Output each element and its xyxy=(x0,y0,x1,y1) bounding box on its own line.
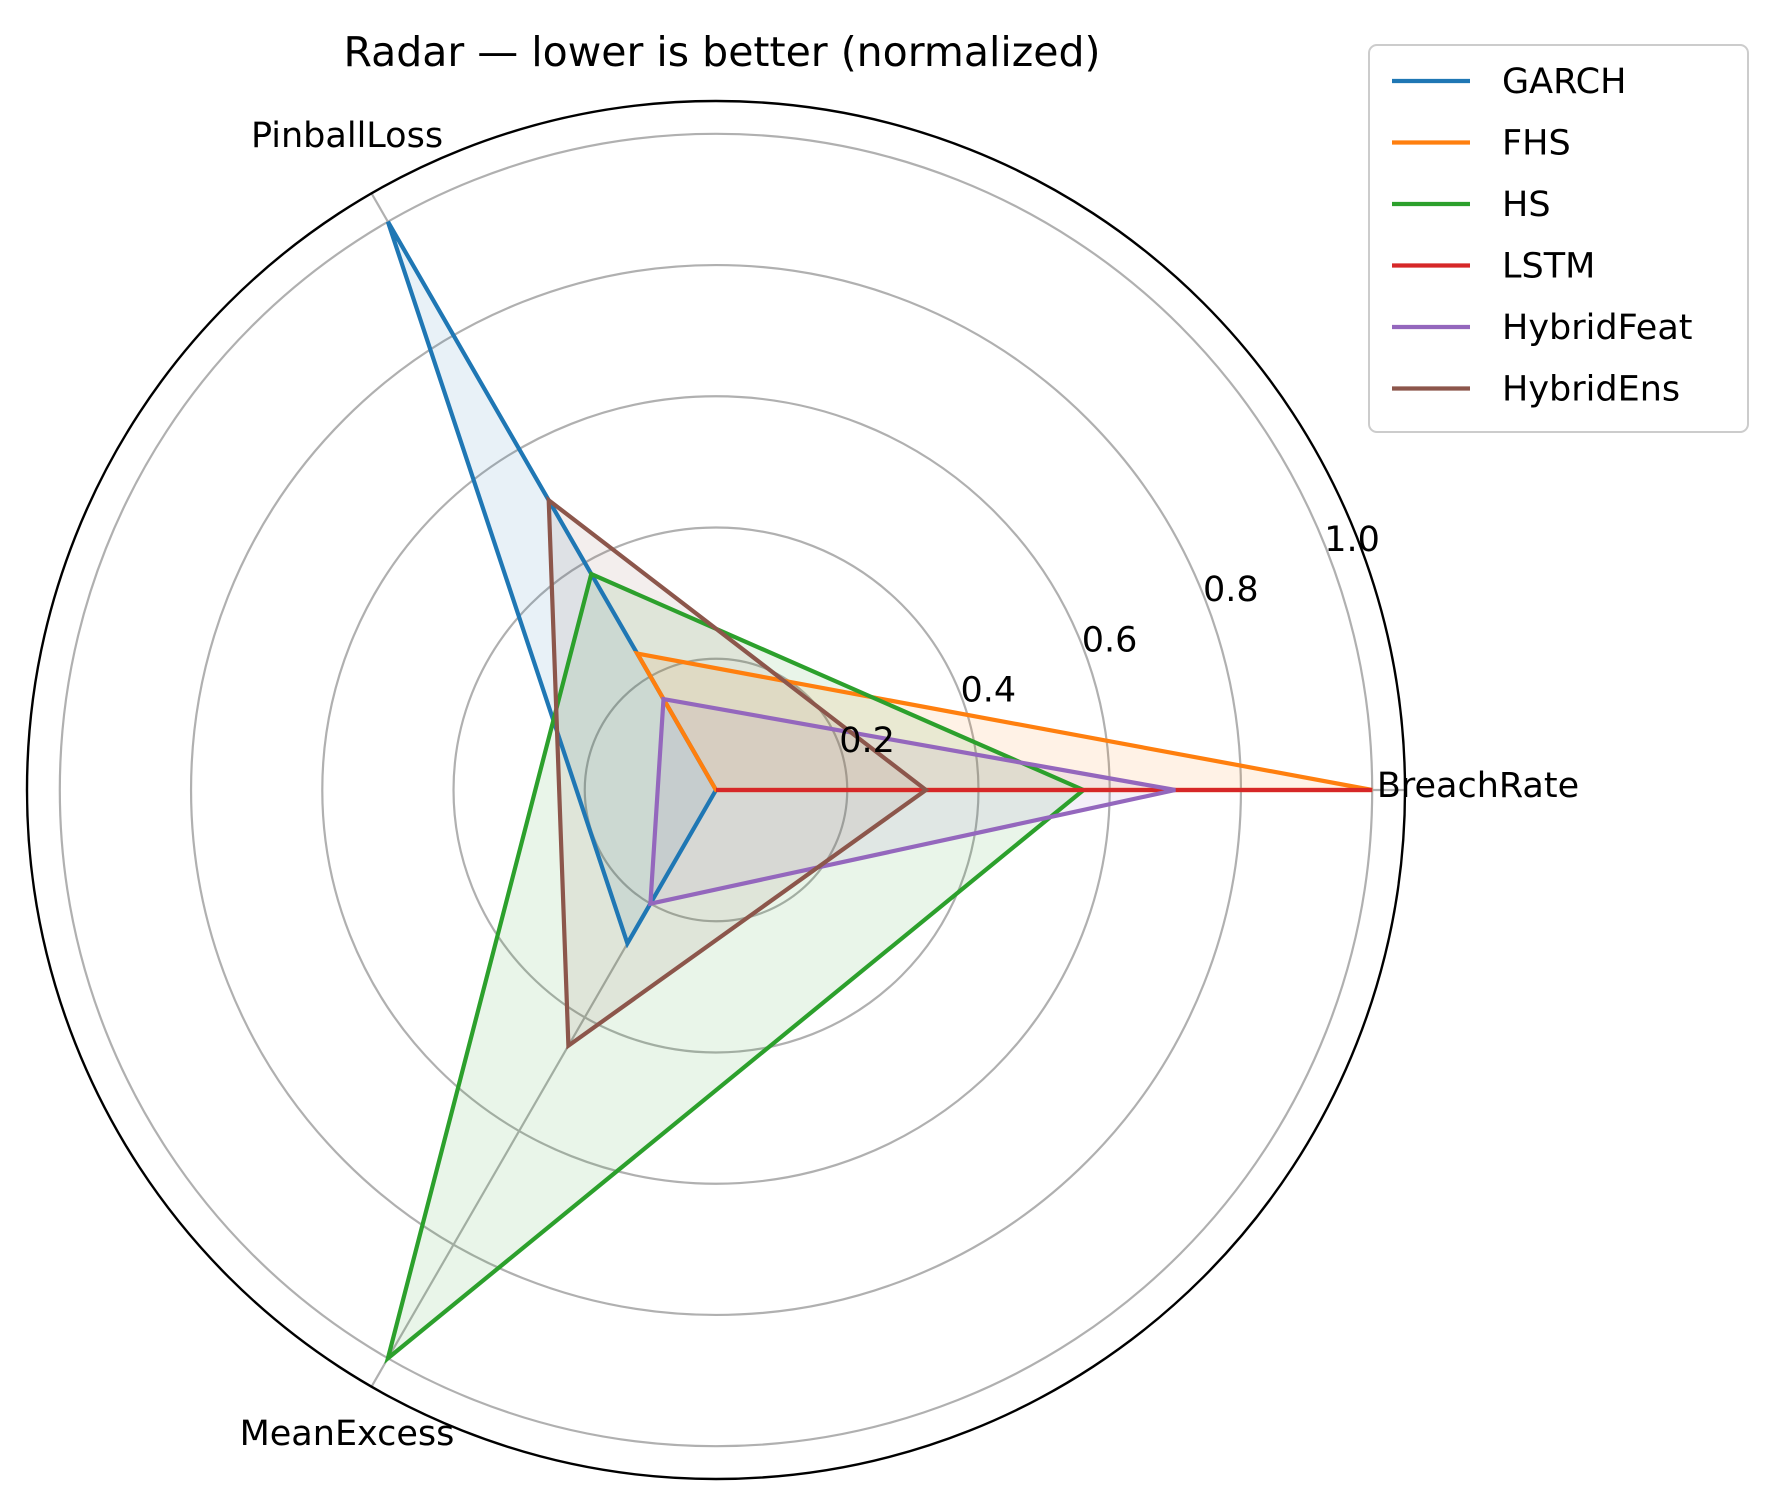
series-line-hs xyxy=(384,571,1088,1364)
tick-label: 0.6 xyxy=(1082,620,1138,660)
tick-label: 0.8 xyxy=(1203,570,1259,610)
tick-label: 0.4 xyxy=(960,671,1016,711)
series-line-hybridens xyxy=(546,495,930,1050)
series-fill-hs xyxy=(387,574,1084,1359)
polar-frame xyxy=(25,99,1407,1481)
series-line-garch xyxy=(385,220,719,949)
legend-label: FHS xyxy=(1502,124,1571,164)
legend-label: HybridFeat xyxy=(1502,308,1693,348)
axis-labels: BreachRate PinballLoss MeanExcess xyxy=(240,116,1580,1454)
legend-label: LSTM xyxy=(1502,247,1595,287)
legend-label: HS xyxy=(1502,185,1551,225)
axis-label-breachrate: BreachRate xyxy=(1377,766,1579,806)
chart-title: Radar — lower is better (normalized) xyxy=(343,28,1100,76)
radial-tick-labels: 0.20.40.60.81.0 xyxy=(839,520,1380,761)
tick-label: 0.2 xyxy=(839,721,895,761)
series-lines xyxy=(384,220,1373,1364)
legend-label: HybridEns xyxy=(1502,370,1680,410)
legend: GARCH FHS HS LSTM HybridFeat HybridEns xyxy=(1368,44,1749,433)
axis-label-pinballloss: PinballLoss xyxy=(251,116,443,156)
series-line-hybridfeat xyxy=(648,696,1176,907)
legend-label: GARCH xyxy=(1502,62,1626,102)
axis-label-meanexcess: MeanExcess xyxy=(240,1414,455,1454)
series-fill-hybridens xyxy=(548,500,926,1046)
